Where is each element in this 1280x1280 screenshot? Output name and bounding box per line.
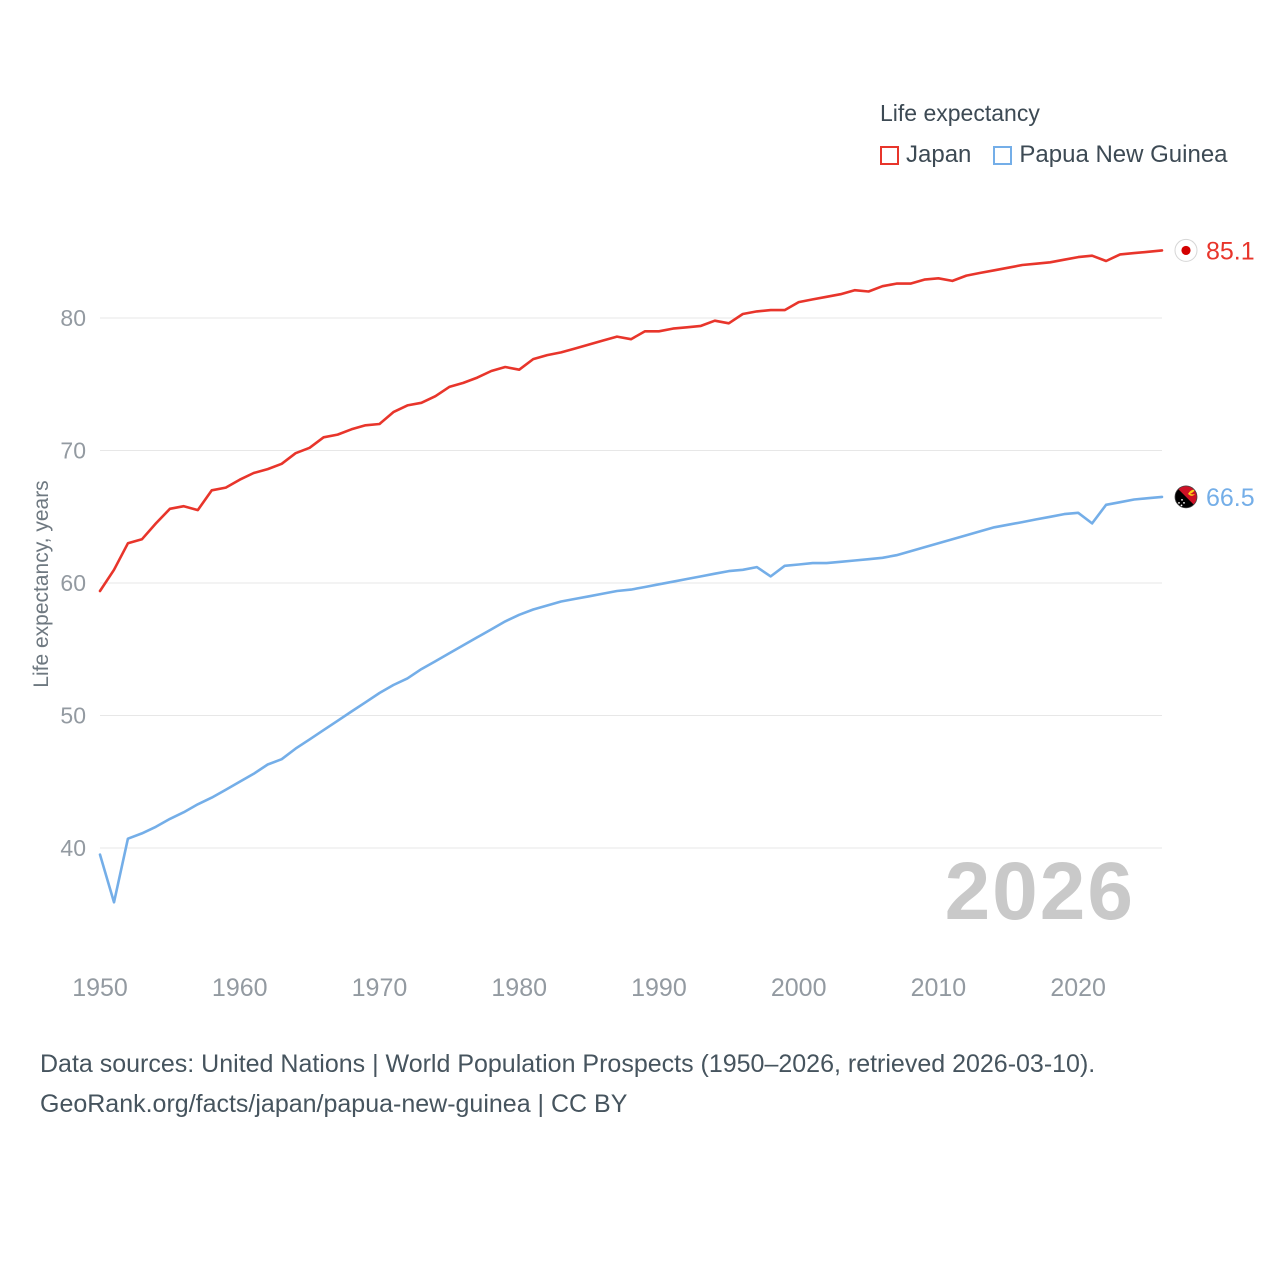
footer-attribution-link: GeoRank.org/facts/japan/papua-new-guinea… xyxy=(40,1090,628,1118)
y-tick-label-40: 40 xyxy=(60,835,86,861)
legend-items: Japan Papua New Guinea xyxy=(880,141,1260,169)
legend-item-papua-new-guinea: Papua New Guinea xyxy=(993,141,1228,169)
legend-item-label-japan: Japan xyxy=(906,141,972,168)
papua-new-guinea-series-swatch-icon xyxy=(993,145,1013,165)
x-tick-label-1950: 1950 xyxy=(72,974,128,1002)
legend-title: Life expectancy xyxy=(880,100,1040,126)
x-tick-label-1970: 1970 xyxy=(352,974,408,1002)
end-value-label-japan: 85.1 xyxy=(1206,237,1255,265)
legend-item-japan: Japan xyxy=(880,141,971,169)
x-tick-label-2010: 2010 xyxy=(911,974,967,1002)
series-line-japan xyxy=(98,249,1164,593)
end-value-label-papua-new-guinea: 66.5 xyxy=(1206,484,1255,512)
x-tick-label-2000: 2000 xyxy=(771,974,827,1002)
japan-flag-icon xyxy=(1174,238,1198,262)
legend: Life expectancy Japan Papua New Guinea xyxy=(880,100,1260,169)
y-tick-label-50: 50 xyxy=(60,703,86,729)
y-tick-label-80: 80 xyxy=(60,305,86,331)
x-tick-label-2020: 2020 xyxy=(1050,974,1106,1002)
x-tick-label-1960: 1960 xyxy=(212,974,268,1002)
y-tick-label-70: 70 xyxy=(60,438,86,464)
footer-data-sources: Data sources: United Nations | World Pop… xyxy=(40,1050,1096,1078)
japan-series-swatch-icon xyxy=(880,145,899,165)
watermark-year: 2026 xyxy=(944,846,1135,937)
series-line-papua-new-guinea xyxy=(98,495,1164,904)
legend-item-label-papua-new-guinea: Papua New Guinea xyxy=(1019,141,1228,168)
papua-new-guinea-flag-icon xyxy=(1174,485,1198,509)
y-tick-label-60: 60 xyxy=(60,570,86,596)
x-tick-label-1990: 1990 xyxy=(631,974,687,1002)
x-tick-label-1980: 1980 xyxy=(491,974,547,1002)
footer: Data sources: United Nations | World Pop… xyxy=(40,1044,1095,1124)
